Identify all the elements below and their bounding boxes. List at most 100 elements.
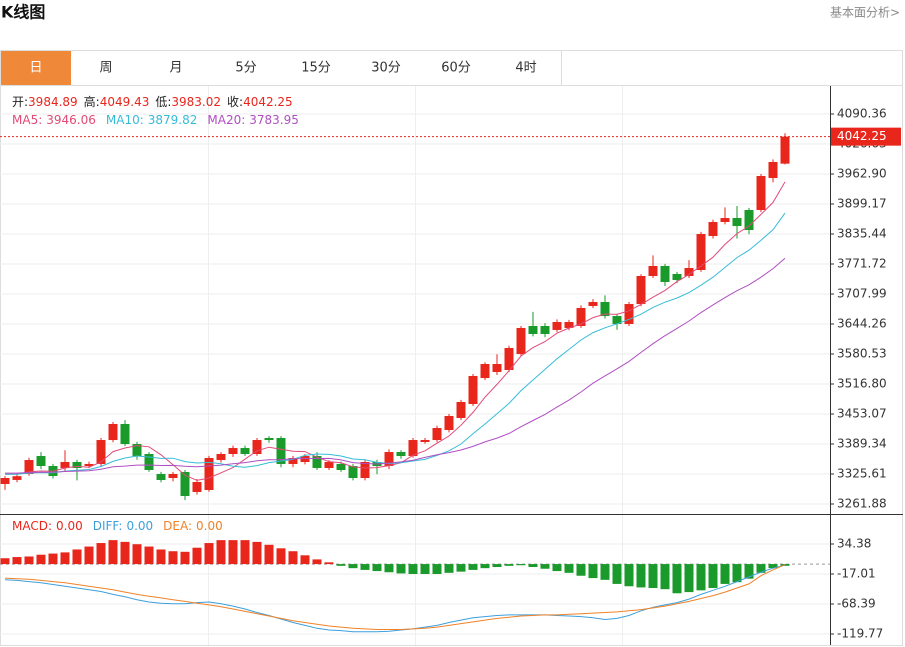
tab[interactable] — [351, 51, 421, 85]
y-tick-label: 3962.90 — [837, 167, 887, 181]
candle-body — [672, 273, 682, 281]
candle-body — [144, 453, 154, 471]
candle-body — [708, 222, 718, 236]
candle-body — [96, 440, 106, 464]
tab[interactable] — [71, 51, 141, 85]
candle-body — [408, 440, 418, 457]
macd-bar — [144, 546, 154, 565]
y-tick-label: 3771.72 — [837, 256, 887, 270]
ohlc-label: 低: — [155, 95, 171, 109]
candle-body — [732, 218, 742, 227]
y-tick-label: 4090.36 — [837, 106, 887, 120]
ohlc-value: 3984.89 — [28, 95, 78, 109]
candle-body — [780, 136, 790, 164]
legend-value: 3783.95 — [249, 113, 299, 127]
y-tick-label: 3580.53 — [837, 346, 887, 360]
macd-bar — [60, 552, 70, 565]
candle-body — [624, 304, 634, 324]
tab-label[interactable]: 周 — [99, 61, 112, 76]
tab[interactable] — [211, 51, 281, 85]
macd-bar — [252, 541, 262, 565]
macd-bar — [696, 564, 706, 591]
candle-body — [456, 401, 466, 418]
ohlc-value: 4049.43 — [100, 95, 150, 109]
ohlc-label: 开: — [12, 95, 28, 109]
y-tick-label: 3835.44 — [837, 227, 887, 241]
macd-bar — [600, 564, 610, 580]
tab[interactable] — [281, 51, 351, 85]
macd-bar — [228, 540, 238, 565]
candle-body — [156, 474, 166, 480]
tab-label[interactable]: 15分 — [301, 61, 331, 76]
macd-bar — [132, 544, 142, 565]
macd-bar — [72, 549, 82, 565]
macd-bar — [564, 564, 574, 573]
candle-body — [600, 301, 610, 317]
macd-bar — [624, 564, 634, 587]
macd-bar — [24, 556, 34, 565]
candle-body — [396, 452, 406, 457]
candle-body — [636, 276, 646, 305]
candle-body — [264, 437, 274, 441]
candle-body — [384, 452, 394, 467]
tab[interactable] — [141, 51, 211, 85]
macd-bar — [300, 555, 310, 565]
ma-line — [5, 181, 786, 481]
ohlc-value: 3983.02 — [171, 95, 221, 109]
candle-body — [552, 322, 562, 330]
macd-bar — [636, 564, 646, 588]
tab[interactable] — [1, 51, 71, 85]
macd-bar — [516, 564, 526, 566]
tab-label[interactable]: 60分 — [441, 61, 471, 76]
candle-body — [744, 210, 754, 231]
macd-bar — [48, 553, 58, 565]
y-tick-label: -17.01 — [837, 567, 876, 581]
macd-bar — [504, 564, 514, 566]
tab-label[interactable]: 月 — [169, 61, 182, 76]
macd-bar — [756, 564, 766, 573]
macd-bar — [348, 564, 358, 569]
macd-bar — [336, 564, 346, 566]
candle-body — [432, 428, 442, 441]
tab-label[interactable]: 5分 — [235, 61, 256, 76]
macd-bar — [312, 559, 322, 565]
y-tick-label: -119.77 — [837, 626, 883, 640]
macd-bar — [612, 564, 622, 584]
legend-value: 3879.82 — [148, 113, 198, 127]
macd-bar — [744, 564, 754, 579]
macd-bar — [156, 549, 166, 565]
macd-bar — [168, 551, 178, 565]
macd-bar — [216, 540, 226, 565]
fundamentals-link[interactable]: 基本面分析> — [830, 6, 900, 20]
legend-label: MACD: — [12, 519, 52, 533]
candle-body — [420, 440, 430, 442]
tab-label[interactable]: 30分 — [371, 61, 401, 76]
candle-body — [228, 448, 238, 454]
ma-line — [5, 257, 786, 474]
candle-body — [360, 462, 370, 479]
macd-bar — [420, 564, 430, 574]
last-price-label: 4042.25 — [837, 129, 887, 143]
tab-label[interactable]: 4时 — [515, 61, 536, 76]
macd-bar — [84, 546, 94, 565]
y-tick-label: -68.39 — [837, 597, 876, 611]
macd-bar — [684, 564, 694, 593]
tab[interactable] — [491, 51, 561, 85]
legend-value: 3946.06 — [46, 113, 96, 127]
macd-bar — [552, 564, 562, 572]
candle-body — [768, 161, 778, 179]
candle-body — [12, 476, 22, 480]
macd-bar — [396, 564, 406, 574]
candle-body — [192, 482, 202, 492]
macd-bar — [180, 551, 190, 565]
tab-label[interactable]: 日 — [29, 61, 42, 76]
candle-body — [276, 437, 286, 464]
candle-body — [684, 268, 694, 277]
candle-body — [564, 322, 574, 328]
legend-label: DEA: — [163, 519, 192, 533]
macd-bar — [36, 554, 46, 565]
macd-bar — [288, 551, 298, 565]
candle-body — [492, 363, 502, 372]
candle-body — [120, 424, 130, 445]
tab[interactable] — [421, 51, 491, 85]
